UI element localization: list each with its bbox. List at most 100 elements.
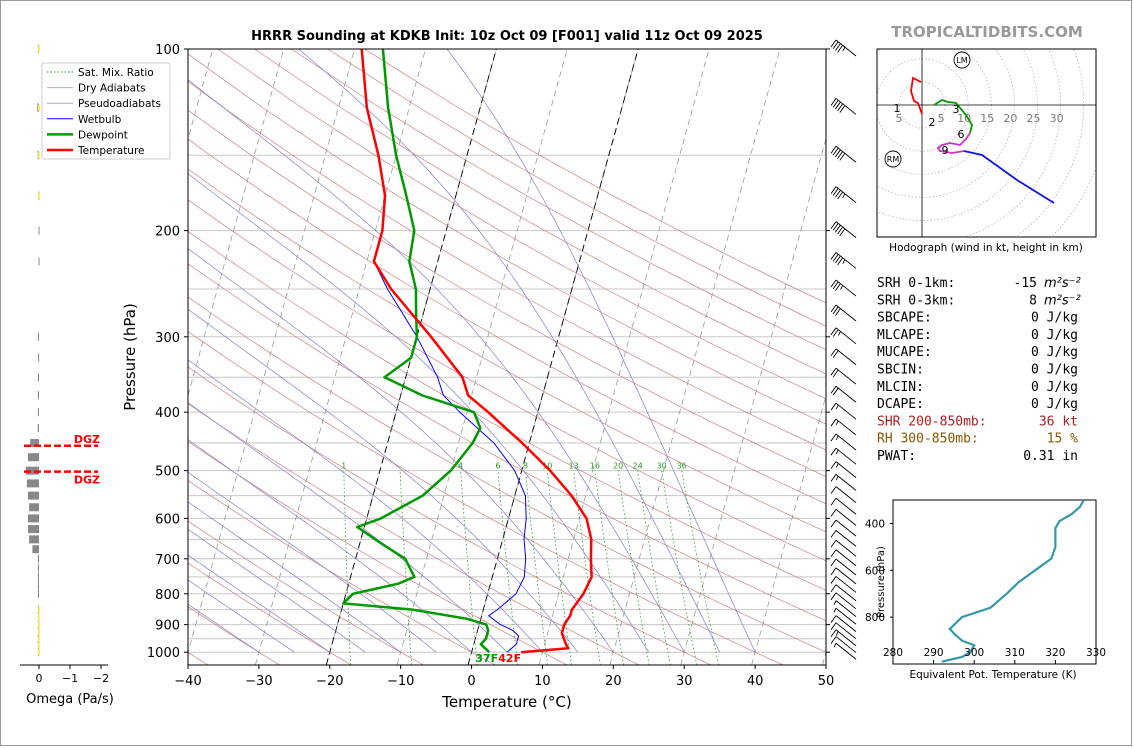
wind-barb bbox=[830, 549, 857, 567]
y-tick-label: 500 bbox=[155, 465, 180, 480]
x-tick-label: 20 bbox=[605, 674, 622, 689]
wind-barb-half bbox=[835, 476, 839, 481]
hodograph-red-segment bbox=[910, 76, 923, 115]
theta-e-x-tick-label: 280 bbox=[883, 647, 903, 659]
hodograph-ring-label: 10 bbox=[957, 112, 971, 125]
omega-bar bbox=[37, 572, 39, 581]
omega-yellow-bar bbox=[38, 614, 40, 621]
wind-barb-half bbox=[835, 631, 839, 636]
storm-motion-label: RM bbox=[887, 155, 900, 164]
wind-barb-flag bbox=[832, 329, 839, 337]
x-tick-label: 0 bbox=[467, 674, 475, 689]
wind-barb-flag bbox=[837, 151, 843, 159]
dry-adiabat-line bbox=[188, 138, 826, 505]
wetbulb-line bbox=[361, 49, 527, 653]
x-tick-label: 40 bbox=[747, 674, 764, 689]
wind-barb-shaft bbox=[835, 497, 857, 515]
mix-ratio-label: 13 bbox=[568, 462, 578, 471]
omega-yellow-bar bbox=[38, 606, 40, 613]
omega-yellow-bar bbox=[38, 621, 40, 628]
surface-dewpoint-label: 37F bbox=[475, 652, 498, 665]
wind-barb bbox=[830, 327, 857, 345]
wind-barb-shaft bbox=[835, 539, 857, 557]
index-unit: m²s⁻² bbox=[1044, 293, 1081, 308]
wind-barb-flag bbox=[830, 567, 837, 576]
wind-barb-shaft bbox=[835, 186, 857, 203]
wind-barb-shaft bbox=[835, 642, 857, 660]
isotherm-line bbox=[609, 49, 781, 665]
omega-bar bbox=[30, 439, 39, 448]
temperature-line bbox=[360, 49, 593, 654]
wind-barb bbox=[830, 584, 857, 602]
index-label: SRH 0-3km: bbox=[877, 293, 955, 308]
wind-barb bbox=[830, 98, 857, 115]
wind-barb-flag bbox=[830, 39, 837, 48]
storm-motion-label: LM bbox=[956, 56, 967, 65]
wind-barb-flag bbox=[830, 622, 837, 631]
y-tick-label: 700 bbox=[155, 553, 180, 568]
wind-barb bbox=[830, 519, 857, 537]
dry-adiabat-line bbox=[188, 109, 826, 477]
wind-barb-flag bbox=[837, 257, 843, 266]
index-label: SRH 0-1km: bbox=[877, 276, 955, 291]
omega-yellow-bar bbox=[38, 628, 40, 635]
wind-barb bbox=[830, 186, 857, 203]
legend: Sat. Mix. Ratio Dry Adiabats Pseudoadiabat… bbox=[41, 62, 171, 160]
hodograph-ring-label: 15 bbox=[980, 112, 994, 125]
wind-barb-flag bbox=[837, 226, 843, 235]
wind-barb bbox=[830, 539, 857, 557]
wind-barb-flag bbox=[830, 584, 837, 593]
skewt-axes-frame bbox=[187, 48, 827, 666]
mix-ratio-line bbox=[343, 470, 352, 665]
mix-ratio-label: 36 bbox=[677, 462, 687, 471]
index-value: 0 J/kg bbox=[1031, 363, 1078, 378]
wind-barb-flag bbox=[830, 221, 837, 229]
hodograph-title: Hodograph (wind in kt, height in km) bbox=[889, 242, 1083, 254]
wind-barb bbox=[830, 252, 857, 269]
x-tick-label: 30 bbox=[676, 674, 693, 689]
dry-adiabat-line bbox=[188, 520, 424, 665]
moist-adiabat-line bbox=[188, 603, 260, 653]
index-value: 0 J/kg bbox=[1031, 380, 1078, 395]
wind-barb-flag bbox=[830, 549, 837, 558]
omega-bar bbox=[32, 545, 39, 554]
wind-barb-shaft bbox=[835, 592, 857, 610]
omega-bar bbox=[37, 589, 39, 598]
wind-barb-shaft bbox=[835, 474, 857, 491]
isotherm-line bbox=[254, 49, 426, 665]
wind-barb-shaft bbox=[835, 549, 857, 567]
isotherm-line bbox=[538, 49, 710, 665]
isotherm-line bbox=[396, 49, 568, 665]
wind-barb-shaft bbox=[835, 327, 857, 345]
wind-barb bbox=[830, 447, 857, 465]
wind-barb-flag bbox=[830, 629, 837, 638]
mix-ratio-label: 24 bbox=[632, 462, 642, 471]
index-label: SBCIN: bbox=[877, 363, 924, 378]
dry-adiabat-line bbox=[188, 440, 568, 665]
omega-tick-label: −1 bbox=[62, 672, 78, 685]
wind-barb bbox=[830, 433, 857, 451]
index-label: MLCAPE: bbox=[877, 328, 932, 343]
omega-bar bbox=[37, 563, 39, 572]
omega-bar bbox=[38, 226, 40, 235]
wind-barb-half bbox=[842, 259, 846, 264]
wind-barb-flag bbox=[830, 539, 837, 548]
omega-bar bbox=[29, 503, 39, 512]
wind-barb-flag bbox=[832, 306, 839, 315]
mix-ratio-line bbox=[661, 470, 698, 665]
wind-barb-flag bbox=[830, 327, 837, 336]
wind-barb-flag bbox=[830, 486, 837, 494]
mix-ratio-label: 4 bbox=[458, 462, 463, 471]
omega-yellow-bar bbox=[38, 192, 40, 199]
wind-barb-shaft bbox=[835, 385, 857, 403]
wind-barb-shaft bbox=[835, 607, 857, 625]
index-label: PWAT: bbox=[877, 449, 916, 464]
moist-adiabat-line bbox=[188, 79, 685, 653]
theta-e-panel bbox=[890, 499, 1097, 665]
omega-yellow-bar bbox=[38, 635, 40, 642]
wind-barb-shaft bbox=[835, 636, 857, 653]
hodograph-height-label: 2 bbox=[929, 116, 936, 129]
mix-ratio-line bbox=[681, 470, 720, 665]
wind-barb-shaft bbox=[835, 584, 857, 602]
mix-ratio-line bbox=[525, 470, 549, 665]
